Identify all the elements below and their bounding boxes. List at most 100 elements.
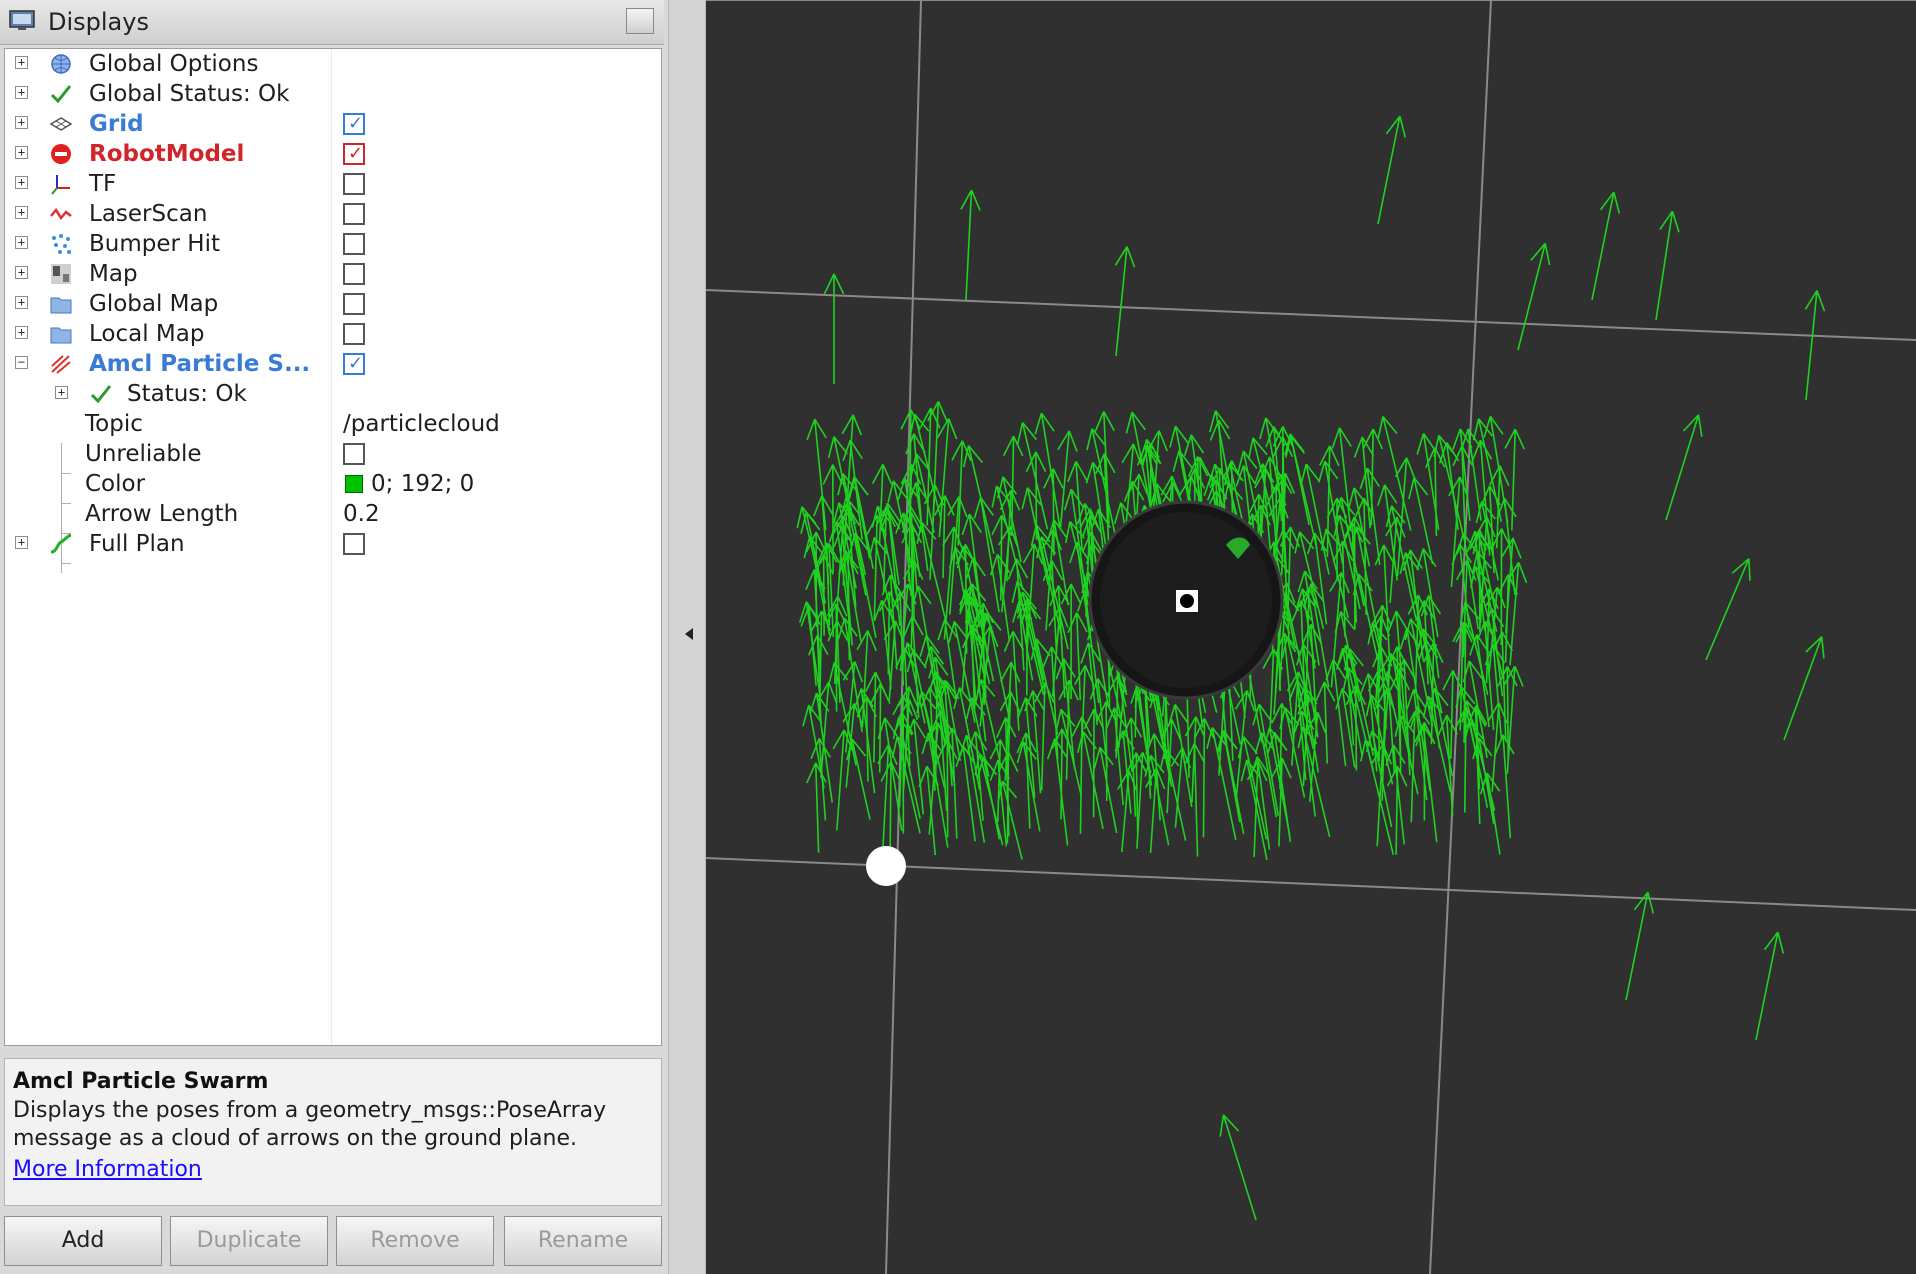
check-icon xyxy=(90,385,112,404)
tree-item-global-options[interactable]: + Global Options xyxy=(5,49,661,79)
duplicate-button[interactable]: Duplicate xyxy=(170,1216,328,1266)
displays-tree[interactable]: + Global Options + Global Status: Ok + G… xyxy=(4,48,662,1046)
particle-arrow xyxy=(1451,543,1473,628)
particle-arrow xyxy=(1452,428,1473,521)
collapse-arrow-icon[interactable] xyxy=(685,628,693,640)
tree-item-full-plan[interactable]: + Full Plan xyxy=(5,529,661,559)
full-plan-enabled-checkbox[interactable] xyxy=(343,533,365,555)
expand-icon[interactable]: + xyxy=(15,116,28,129)
particle-arrow xyxy=(890,591,912,686)
tree-item-map[interactable]: + Map xyxy=(5,259,661,289)
property-color[interactable]: Color 0; 192; 0 xyxy=(5,469,661,499)
global-map-enabled-checkbox[interactable] xyxy=(343,293,365,315)
tree-item-bumper-hit[interactable]: + Bumper Hit xyxy=(5,229,661,259)
tree-item-tf[interactable]: + TF xyxy=(5,169,661,199)
tree-item-robot-model[interactable]: + RobotModel ✓ xyxy=(5,139,661,169)
map-enabled-checkbox[interactable] xyxy=(343,263,365,285)
particle-arrow xyxy=(1055,658,1076,770)
particle-arrow xyxy=(1325,659,1347,767)
particle-arrow xyxy=(909,413,943,522)
particle-arrow xyxy=(1408,477,1434,565)
expand-icon[interactable]: + xyxy=(15,206,28,219)
property-arrow-length[interactable]: Arrow Length 0.2 xyxy=(5,499,661,529)
particle-arrow xyxy=(997,751,1019,844)
expand-icon[interactable]: + xyxy=(15,86,28,99)
particle-arrow xyxy=(1466,704,1488,789)
tree-item-global-map[interactable]: + Global Map xyxy=(5,289,661,319)
topic-value[interactable]: /particlecloud xyxy=(343,411,500,437)
particle-arrow xyxy=(1416,548,1439,638)
panel-splitter[interactable] xyxy=(668,0,706,1274)
tree-item-label: Bumper Hit xyxy=(89,231,220,257)
3d-scene[interactable] xyxy=(706,0,1916,1274)
tree-item-label: Global Map xyxy=(89,291,219,317)
particle-arrow xyxy=(848,532,877,638)
particle-arrow xyxy=(823,273,845,384)
expand-icon[interactable]: + xyxy=(15,56,28,69)
particle-arrow xyxy=(887,480,915,576)
color-value[interactable]: 0; 192; 0 xyxy=(371,471,475,497)
particle-arrow xyxy=(832,729,853,831)
particle-arrow xyxy=(1055,708,1082,796)
tree-item-local-map[interactable]: + Local Map xyxy=(5,319,661,349)
particle-arrow xyxy=(1025,451,1047,540)
tree-item-laser-scan[interactable]: + LaserScan xyxy=(5,199,661,229)
particle-arrow xyxy=(827,436,853,522)
robot-model xyxy=(866,500,1284,886)
bumper-hit-enabled-checkbox[interactable] xyxy=(343,233,365,255)
particle-arrow xyxy=(1206,727,1237,840)
property-label: Arrow Length xyxy=(85,501,239,527)
particle-arrow xyxy=(813,495,834,585)
particle-arrow xyxy=(1705,558,1751,661)
robot-model-enabled-checkbox[interactable]: ✓ xyxy=(343,143,365,165)
amcl-particle-swarm-enabled-checkbox[interactable]: ✓ xyxy=(343,353,365,375)
particle-arrow xyxy=(1371,604,1392,719)
tree-item-grid[interactable]: + Grid ✓ xyxy=(5,109,661,139)
collapse-icon[interactable]: − xyxy=(15,356,28,369)
tree-item-amcl-particle-swarm[interactable]: − Amcl Particle S... ✓ xyxy=(5,349,661,379)
particle-arrow xyxy=(1377,115,1407,225)
undock-button[interactable] xyxy=(626,8,654,34)
particle-arrow xyxy=(999,691,1021,794)
particle-arrow xyxy=(962,445,995,554)
particle-arrow xyxy=(1002,435,1024,536)
grid-enabled-checkbox[interactable]: ✓ xyxy=(343,113,365,135)
tree-branch-line xyxy=(61,563,71,564)
color-swatch[interactable] xyxy=(345,475,363,493)
remove-button[interactable]: Remove xyxy=(336,1216,494,1266)
laser-scan-enabled-checkbox[interactable] xyxy=(343,203,365,225)
expand-icon[interactable]: + xyxy=(15,236,28,249)
3d-viewport[interactable] xyxy=(706,0,1916,1274)
more-information-link[interactable]: More Information xyxy=(13,1157,202,1182)
particle-arrow xyxy=(891,735,921,834)
expand-icon[interactable]: + xyxy=(15,146,28,159)
rename-button[interactable]: Rename xyxy=(504,1216,662,1266)
arrow-length-value[interactable]: 0.2 xyxy=(343,501,380,527)
particle-arrow xyxy=(1126,752,1147,836)
local-map-enabled-checkbox[interactable] xyxy=(343,323,365,345)
particle-arrow xyxy=(1452,445,1473,538)
particle-arrow xyxy=(1021,487,1050,586)
expand-icon[interactable]: + xyxy=(15,176,28,189)
unreliable-checkbox[interactable] xyxy=(343,443,365,465)
tree-item-amcl-status[interactable]: + Status: Ok xyxy=(5,379,661,409)
description-panel: Amcl Particle Swarm Displays the poses f… xyxy=(4,1058,662,1206)
particle-arrow xyxy=(1046,738,1069,846)
expand-icon[interactable]: + xyxy=(15,326,28,339)
expand-icon[interactable]: + xyxy=(15,266,28,279)
particle-arrow xyxy=(1271,757,1292,847)
particle-arrow xyxy=(1083,708,1105,818)
add-button[interactable]: Add xyxy=(4,1216,162,1266)
particle-arrow xyxy=(1334,611,1361,702)
particle-arrow xyxy=(1297,570,1320,666)
tf-enabled-checkbox[interactable] xyxy=(343,173,365,195)
tree-item-global-status[interactable]: + Global Status: Ok xyxy=(5,79,661,109)
particle-arrow xyxy=(991,485,1024,591)
particle-arrow xyxy=(1024,690,1045,794)
property-topic[interactable]: Topic /particlecloud xyxy=(5,409,661,439)
expand-icon[interactable]: + xyxy=(15,536,28,549)
particle-arrow xyxy=(877,717,903,831)
property-unreliable[interactable]: Unreliable xyxy=(5,439,661,469)
expand-icon[interactable]: + xyxy=(15,296,28,309)
expand-icon[interactable]: + xyxy=(55,386,68,399)
